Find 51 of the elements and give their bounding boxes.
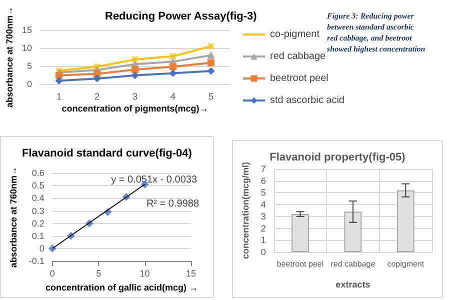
y-tick-label: 0.3 — [32, 206, 44, 216]
chart-title: Flavanoid standard curve(fig-04) — [22, 148, 192, 160]
y-tick-label: 4 — [260, 200, 266, 210]
x-tick-label: 5 — [96, 268, 102, 279]
y-tick-label: 0.6 — [32, 168, 44, 178]
x-tick-label: 3 — [132, 92, 138, 102]
y-tick-label: 0 — [26, 79, 32, 89]
x-axis-title: concentration of gallic acid(mcg) → — [45, 282, 198, 292]
text: between standard ascorbic — [327, 22, 415, 32]
legend-label: std ascorbic acid — [270, 95, 344, 106]
caption: Figure 3: Reducing power — [326, 12, 415, 20]
x-axis-title: concentration of pigments(mcg)→ — [62, 104, 208, 114]
y-tick-label: 7 — [260, 164, 266, 174]
y-tick-label: -0.1 — [28, 256, 44, 266]
x-tick-label: 0 — [50, 268, 55, 279]
x-tick-label: 15 — [186, 268, 196, 279]
text: showed highest concentration — [326, 44, 426, 54]
x-tick-label: 2 — [94, 92, 100, 102]
y-tick-label: 1 — [260, 235, 266, 246]
y-tick-label: 0.2 — [32, 218, 44, 228]
y-tick-label: 5 — [260, 188, 266, 198]
x-tick-label: 1 — [56, 92, 62, 102]
y-tick-label: 3 — [260, 211, 266, 222]
y-tick-label: 2 — [260, 223, 266, 234]
y-axis-title: absorbance at 700nm→ — [4, 6, 14, 108]
y-axis-title: concentration(mcg/ml) — [240, 162, 250, 260]
annotation: R² = 0.9988 — [146, 198, 200, 210]
x-tick-label: 10 — [140, 268, 150, 279]
y-tick-label: 15 — [22, 25, 32, 35]
y-tick-label: 5 — [26, 61, 32, 71]
y-axis-title: absorbance at 760nm→ — [8, 166, 18, 268]
legend-label: red cabbage — [270, 51, 326, 62]
chart-title: Flavanoid property(fig-05) — [270, 152, 406, 164]
legend-label: co-pigment — [270, 29, 320, 40]
chart-title: Reducing Power Assay(fig-3) — [105, 10, 258, 22]
annotation: y = 0.051x - 0.0033 — [111, 174, 198, 186]
x-axis-title: extracts — [336, 280, 370, 290]
legend-label: beetroot peel — [270, 73, 328, 84]
y-tick-label: 10 — [22, 43, 32, 53]
x-tick-label: red cabbage — [330, 260, 376, 268]
x-tick-label: copigment — [387, 260, 425, 268]
y-tick-label: 0.1 — [32, 230, 44, 241]
x-tick-label: beetroot peel — [276, 260, 324, 268]
y-tick-label: 0.4 — [32, 193, 44, 204]
y-tick-label: 0 — [39, 244, 44, 254]
x-tick-label: 4 — [170, 92, 176, 102]
text: red cabbage, and beetroot — [327, 34, 413, 42]
y-tick-label: 6 — [260, 176, 266, 186]
y-tick-label: 0 — [260, 247, 266, 257]
y-tick-label: 0.5 — [32, 180, 44, 191]
x-tick-label: 5 — [208, 92, 214, 102]
